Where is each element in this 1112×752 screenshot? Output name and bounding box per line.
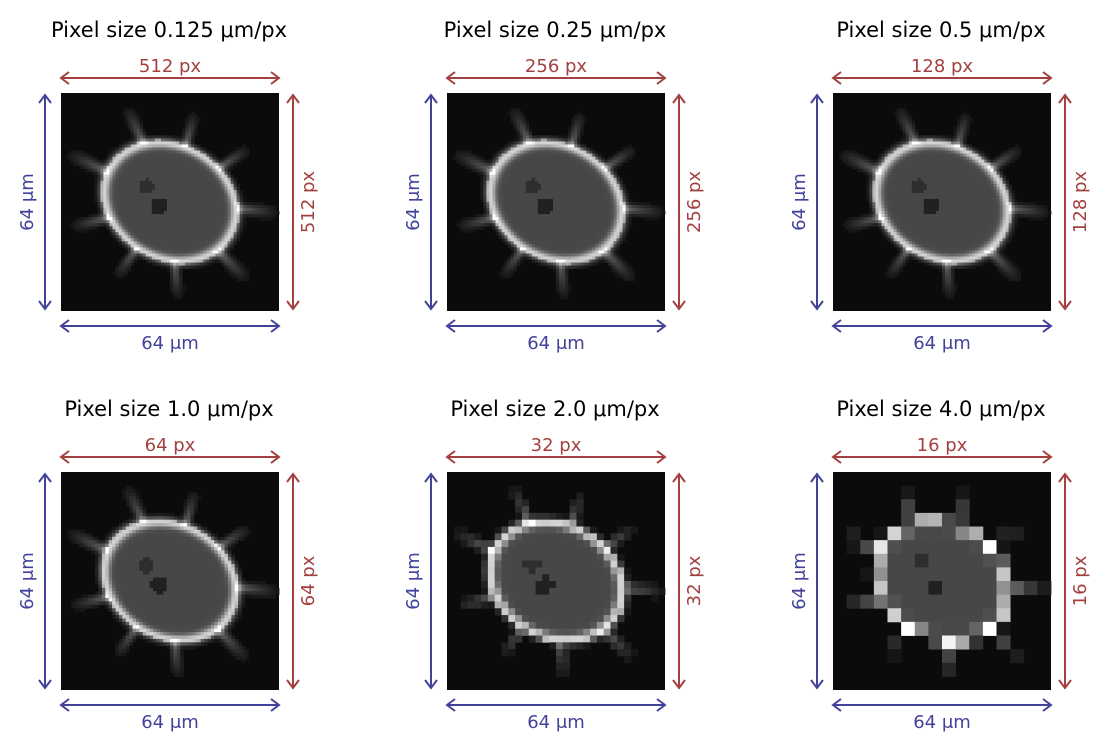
px-height-arrow [672, 472, 686, 690]
um-height-arrow [38, 93, 52, 311]
px-width-label: 64 px [145, 435, 196, 456]
micrograph-image [61, 93, 280, 311]
panel-5: Pixel size 2.0 μm/px 32 px 32 px 64 μm 64 μm [403, 397, 705, 733]
panel-title: Pixel size 2.0 μm/px [450, 397, 659, 421]
um-height-label: 64 μm [403, 173, 424, 231]
px-height-label: 256 px [684, 171, 705, 234]
px-width-arrow [59, 450, 281, 464]
px-height-arrow [286, 472, 300, 690]
um-width-arrow [445, 319, 667, 333]
um-width-arrow [59, 319, 281, 333]
panel-title: Pixel size 0.5 μm/px [836, 18, 1045, 42]
px-width-label: 32 px [531, 435, 582, 456]
px-height-label: 128 px [1070, 171, 1091, 234]
panel-2: Pixel size 0.25 μm/px 256 px 256 px 64 μm 64… [403, 18, 705, 354]
panel-1: Pixel size 0.125 μm/px 512 px 512 px 64 μm 6… [17, 18, 319, 354]
micrograph-image [447, 472, 666, 690]
um-width-label: 64 μm [141, 333, 199, 354]
panel-title: Pixel size 0.25 μm/px [444, 18, 667, 42]
px-width-label: 128 px [911, 56, 974, 77]
panel-3: Pixel size 0.5 μm/px 128 px 128 px 64 μm 64 … [789, 18, 1091, 354]
px-width-label: 256 px [525, 56, 588, 77]
um-height-label: 64 μm [789, 552, 810, 610]
px-height-label: 16 px [1070, 555, 1091, 606]
micrograph-image [833, 472, 1052, 690]
um-width-arrow [59, 698, 281, 712]
px-width-arrow [445, 450, 667, 464]
um-width-label: 64 μm [141, 712, 199, 733]
panel-title: Pixel size 1.0 μm/px [64, 397, 273, 421]
px-width-label: 512 px [139, 56, 202, 77]
micrograph-image [61, 472, 280, 690]
panel-6: Pixel size 4.0 μm/px 16 px 16 px 64 μm 64 μm [789, 397, 1091, 733]
panel-title: Pixel size 4.0 μm/px [836, 397, 1045, 421]
px-height-arrow [672, 93, 686, 311]
micrograph-image [833, 93, 1052, 311]
um-width-arrow [831, 698, 1053, 712]
um-width-arrow [445, 698, 667, 712]
um-width-arrow [831, 319, 1053, 333]
um-height-arrow [38, 472, 52, 690]
px-height-arrow [1058, 93, 1072, 311]
um-height-label: 64 μm [17, 552, 38, 610]
um-width-label: 64 μm [527, 712, 585, 733]
um-height-arrow [424, 93, 438, 311]
px-width-arrow [59, 71, 281, 85]
panel-title: Pixel size 0.125 μm/px [51, 18, 287, 42]
um-height-arrow [810, 472, 824, 690]
px-height-label: 512 px [298, 171, 319, 234]
um-width-label: 64 μm [913, 712, 971, 733]
px-width-label: 16 px [917, 435, 968, 456]
um-width-label: 64 μm [527, 333, 585, 354]
px-width-arrow [831, 450, 1053, 464]
px-width-arrow [831, 71, 1053, 85]
px-height-arrow [1058, 472, 1072, 690]
micrograph-image [447, 93, 666, 311]
panel-4: Pixel size 1.0 μm/px 64 px 64 px 64 μm 64 μm [17, 397, 319, 733]
px-height-label: 64 px [298, 555, 319, 606]
um-height-arrow [810, 93, 824, 311]
um-height-label: 64 μm [17, 173, 38, 231]
um-height-label: 64 μm [789, 173, 810, 231]
px-height-label: 32 px [684, 555, 705, 606]
um-width-label: 64 μm [913, 333, 971, 354]
px-height-arrow [286, 93, 300, 311]
um-height-arrow [424, 472, 438, 690]
um-height-label: 64 μm [403, 552, 424, 610]
px-width-arrow [445, 71, 667, 85]
